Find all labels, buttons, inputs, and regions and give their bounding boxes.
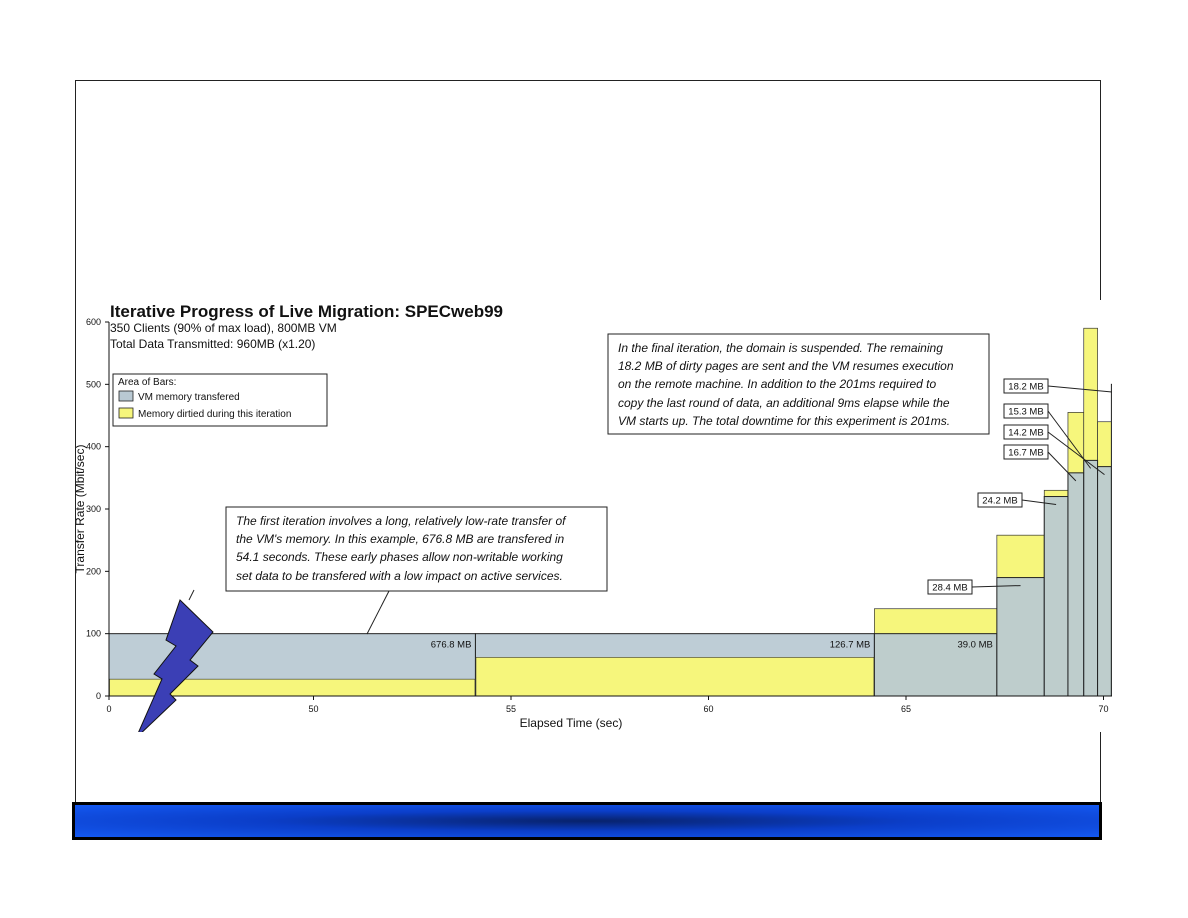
y-axis-title: Transfer Rate (Mbit/sec): [76, 445, 87, 574]
transfer-bar-7: [1083, 459, 1099, 697]
callout-leader-8: [1047, 431, 1105, 476]
chart-subtitle-2: Total Data Transmitted: 960MB (x1.20): [110, 337, 315, 351]
callout-leader-4: [971, 585, 1021, 588]
legend-title: Area of Bars:: [118, 377, 176, 388]
migration-chart: 0 100 200 300 400 500 600 0 50 55 60 65 70 Elapsed Ti…: [76, 302, 1112, 732]
x-tick-label-60: 60: [703, 704, 713, 714]
x-tick-label-0: 0: [106, 704, 111, 714]
y-tick-label-600: 600: [86, 317, 101, 327]
callout-leader-6: [1047, 451, 1077, 482]
x-tick-label-50: 50: [308, 704, 318, 714]
annotation-final-iteration: In the final iteration, the domain is su…: [607, 333, 990, 435]
transfer-bar-8: [1097, 466, 1112, 697]
bar-label-3: 39.0 MB: [957, 640, 992, 651]
annotation-first-pointer: [366, 590, 390, 635]
chart-panel: 0 100 200 300 400 500 600 0 50 55 60 65 70 Elapsed Ti…: [76, 300, 1112, 732]
annotation-first-line-3: 54.1 seconds. These early phases allow n…: [236, 550, 563, 564]
callout-label-6: 16.7 MB: [1008, 448, 1043, 459]
annotation-final-line-1: In the final iteration, the domain is su…: [618, 341, 943, 355]
chart-subtitle-1: 350 Clients (90% of max load), 800MB VM: [110, 321, 337, 335]
x-tick-label-55: 55: [506, 704, 516, 714]
callout-label-5: 24.2 MB: [982, 496, 1017, 507]
transfer-bar-4: [996, 577, 1045, 697]
transfer-bar-5: [1043, 496, 1069, 697]
callout-leader-9: [1047, 385, 1112, 393]
bar-label-1: 676.8 MB: [431, 640, 472, 651]
x-axis-title: Elapsed Time (sec): [520, 716, 623, 730]
bottom-accent-bar: [72, 802, 1102, 840]
y-tick-label-200: 200: [86, 566, 101, 576]
chart-title: Iterative Progress of Live Migration: SP…: [110, 302, 503, 321]
annotation-final-line-4: copy the last round of data, an addition…: [618, 396, 950, 410]
y-tick-label-100: 100: [86, 629, 101, 639]
annotation-final-line-2: 18.2 MB of dirty pages are sent and the …: [618, 359, 954, 373]
legend-item-dirtied: Memory dirtied during this iteration: [138, 409, 291, 420]
legend-swatch-dirtied: [118, 407, 134, 419]
transfer-bar-3: [873, 633, 998, 697]
annotation-first-line-1: The first iteration involves a long, rel…: [236, 514, 567, 528]
callout-label-4: 28.4 MB: [932, 583, 967, 594]
callout-label-8: 14.2 MB: [1008, 428, 1043, 439]
legend-item-transferred: VM memory transfered: [138, 392, 240, 403]
transfer-bar-9: [1110, 383, 1112, 697]
transfer-bar-6: [1067, 472, 1085, 697]
callout-leader-5: [1021, 499, 1057, 506]
annotation-final-line-3: on the remote machine. In addition to th…: [618, 377, 937, 391]
annotation-first-line-4: set data to be transfered with a low imp…: [236, 569, 563, 583]
callout-label-9: 18.2 MB: [1008, 382, 1043, 393]
annotation-final-line-5: VM starts up. The total downtime for thi…: [618, 414, 950, 428]
y-tick-label-500: 500: [86, 379, 101, 389]
callout-label-7: 15.3 MB: [1008, 407, 1043, 418]
y-tick-label-400: 400: [86, 442, 101, 452]
annotation-first-iteration: The first iteration involves a long, rel…: [225, 506, 608, 635]
bar-label-2: 126.7 MB: [830, 640, 871, 651]
x-tick-label-65: 65: [901, 704, 911, 714]
legend: Area of Bars: VM memory transfered Memor…: [112, 373, 328, 427]
annotation-first-line-2: the VM's memory. In this example, 676.8 …: [236, 532, 565, 546]
x-tick-label-70: 70: [1098, 704, 1108, 714]
y-tick-label-300: 300: [86, 504, 101, 514]
dirty-overlap-2: [475, 657, 875, 697]
legend-swatch-transferred: [118, 390, 134, 402]
y-tick-label-0: 0: [96, 691, 101, 701]
lightning-bolt-icon: [138, 589, 214, 732]
